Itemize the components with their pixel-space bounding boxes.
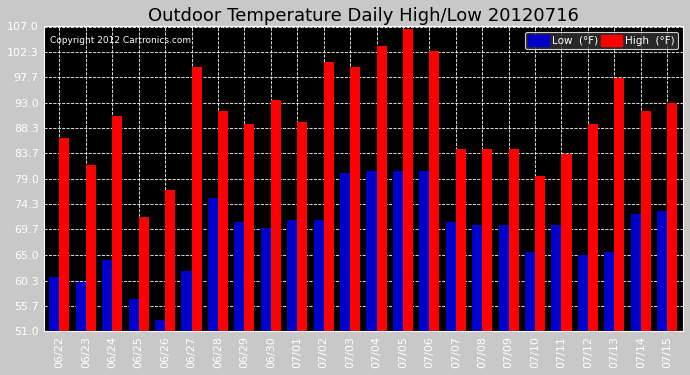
Bar (244, 124, 255, 331)
Bar (393, 171, 403, 331)
Bar (631, 214, 641, 331)
Bar (429, 51, 440, 331)
Bar (235, 222, 244, 331)
Bar (340, 173, 350, 331)
Bar (509, 149, 519, 331)
Bar (86, 165, 96, 331)
Bar (499, 225, 509, 331)
Bar (128, 298, 139, 331)
Bar (667, 103, 678, 331)
Bar (218, 111, 228, 331)
Bar (76, 282, 86, 331)
Legend: Low  (°F), High  (°F): Low (°F), High (°F) (525, 32, 678, 49)
Title: Outdoor Temperature Daily High/Low 20120716: Outdoor Temperature Daily High/Low 20120… (148, 7, 579, 25)
Bar (420, 171, 429, 331)
Bar (59, 138, 70, 331)
Bar (588, 124, 598, 331)
Bar (155, 320, 165, 331)
Bar (482, 149, 492, 331)
Bar (446, 222, 456, 331)
Bar (208, 198, 218, 331)
Bar (535, 176, 545, 331)
Bar (614, 78, 624, 331)
Bar (472, 225, 482, 331)
Bar (366, 171, 377, 331)
Bar (456, 149, 466, 331)
Bar (181, 272, 192, 331)
Bar (50, 277, 59, 331)
Bar (641, 111, 651, 331)
Bar (324, 62, 334, 331)
Bar (604, 252, 614, 331)
Bar (270, 100, 281, 331)
Bar (657, 211, 667, 331)
Bar (112, 116, 122, 331)
Bar (525, 252, 535, 331)
Bar (139, 217, 149, 331)
Text: Copyright 2012 Cartronics.com: Copyright 2012 Cartronics.com (50, 36, 191, 45)
Bar (350, 67, 360, 331)
Bar (102, 261, 112, 331)
Bar (562, 154, 571, 331)
Bar (297, 122, 307, 331)
Bar (551, 225, 562, 331)
Bar (287, 220, 297, 331)
Bar (314, 220, 324, 331)
Bar (261, 228, 270, 331)
Bar (165, 190, 175, 331)
Bar (192, 67, 201, 331)
Bar (403, 29, 413, 331)
Bar (578, 255, 588, 331)
Bar (377, 45, 386, 331)
